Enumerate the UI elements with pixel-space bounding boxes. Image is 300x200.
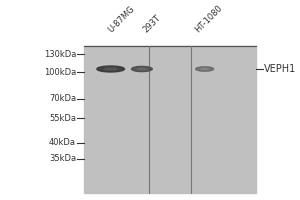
- Text: HT-1080: HT-1080: [194, 3, 225, 34]
- Ellipse shape: [137, 68, 147, 70]
- Ellipse shape: [201, 68, 209, 70]
- Text: U-87MG: U-87MG: [106, 4, 136, 34]
- Text: 55kDa: 55kDa: [49, 114, 76, 123]
- Ellipse shape: [97, 66, 124, 72]
- Text: 100kDa: 100kDa: [44, 68, 76, 77]
- Text: 70kDa: 70kDa: [49, 94, 76, 103]
- Ellipse shape: [196, 67, 214, 71]
- Bar: [84, 46, 256, 193]
- Text: 35kDa: 35kDa: [49, 154, 76, 163]
- Text: VEPH1: VEPH1: [264, 64, 296, 74]
- Ellipse shape: [104, 68, 117, 70]
- Ellipse shape: [131, 66, 152, 72]
- Text: 130kDa: 130kDa: [44, 50, 76, 59]
- Text: 293T: 293T: [141, 13, 162, 34]
- Text: 40kDa: 40kDa: [49, 138, 76, 147]
